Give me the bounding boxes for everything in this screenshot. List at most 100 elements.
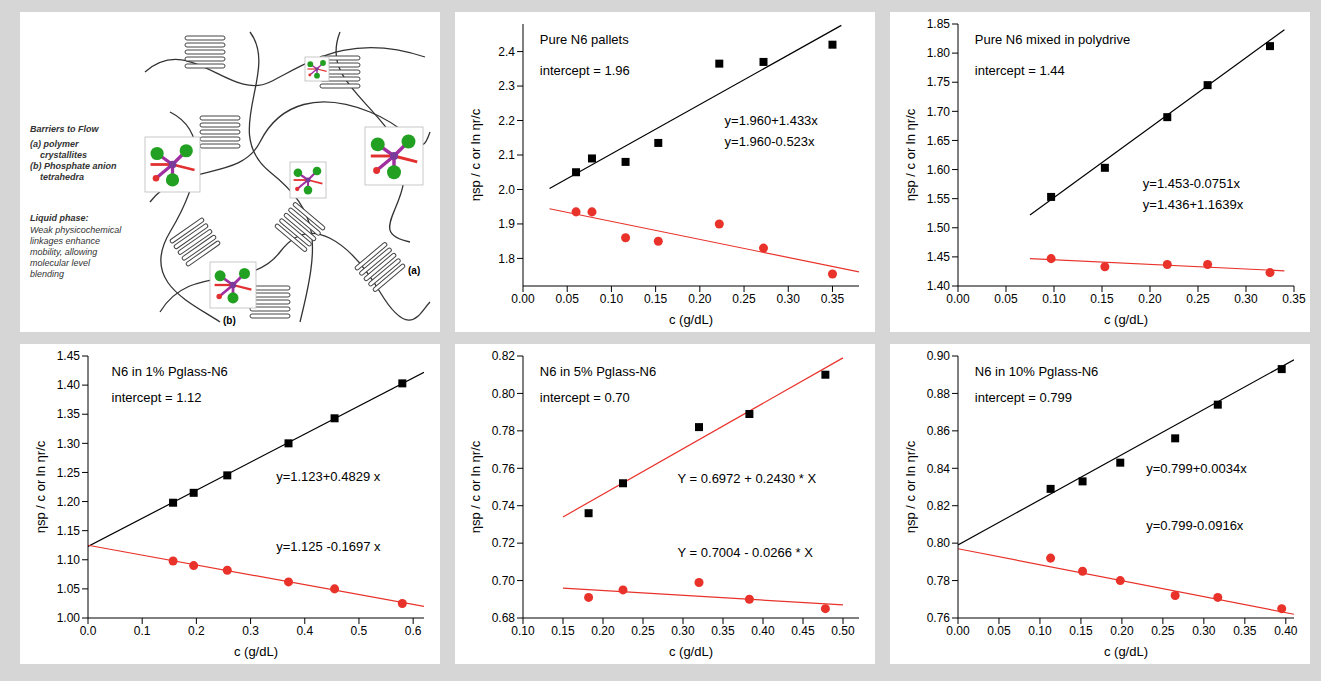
- svg-text:Barriers to Flow: Barriers to Flow: [30, 124, 100, 134]
- svg-text:crystallites: crystallites: [40, 150, 87, 160]
- svg-text:(a) polymer: (a) polymer: [30, 139, 79, 149]
- svg-text:0.1: 0.1: [134, 624, 151, 638]
- svg-text:ηsp / c or ln ηr/c: ηsp / c or ln ηr/c: [903, 108, 918, 201]
- svg-text:0.78: 0.78: [927, 574, 951, 588]
- svg-text:0.78: 0.78: [492, 424, 516, 438]
- svg-text:0.05: 0.05: [994, 292, 1018, 306]
- svg-text:1.75: 1.75: [927, 75, 951, 89]
- svg-text:1.40: 1.40: [927, 279, 951, 293]
- svg-text:0.88: 0.88: [927, 387, 951, 401]
- svg-text:0.15: 0.15: [1090, 292, 1114, 306]
- svg-text:0.76: 0.76: [492, 462, 516, 476]
- svg-text:0.30: 0.30: [777, 292, 801, 306]
- svg-text:0.10: 0.10: [1028, 624, 1052, 638]
- svg-text:1.45: 1.45: [927, 250, 951, 264]
- svg-text:ηsp / c or ln ηr/c: ηsp / c or ln ηr/c: [903, 440, 918, 533]
- svg-text:tetrahedra: tetrahedra: [40, 172, 84, 182]
- svg-text:(b) Phosphate anion: (b) Phosphate anion: [30, 161, 117, 171]
- svg-text:2.4: 2.4: [498, 45, 515, 59]
- svg-text:2.0: 2.0: [498, 183, 515, 197]
- svg-text:0.80: 0.80: [492, 387, 516, 401]
- svg-text:0.3: 0.3: [242, 624, 259, 638]
- svg-text:0.45: 0.45: [791, 624, 815, 638]
- svg-text:1.65: 1.65: [927, 134, 951, 148]
- svg-text:1.55: 1.55: [927, 192, 951, 206]
- svg-text:0.30: 0.30: [671, 624, 695, 638]
- svg-text:1.20: 1.20: [57, 495, 81, 509]
- svg-text:blending: blending: [30, 269, 64, 279]
- svg-text:0.20: 0.20: [1110, 624, 1134, 638]
- svg-text:1.30: 1.30: [57, 437, 81, 451]
- svg-text:0.35: 0.35: [711, 624, 735, 638]
- svg-text:0.86: 0.86: [927, 424, 951, 438]
- svg-text:0.74: 0.74: [492, 499, 516, 513]
- svg-text:0.70: 0.70: [492, 574, 516, 588]
- svg-text:0.0: 0.0: [80, 624, 97, 638]
- svg-text:0.82: 0.82: [927, 499, 951, 513]
- svg-text:1.70: 1.70: [927, 105, 951, 119]
- svg-text:0.15: 0.15: [551, 624, 575, 638]
- svg-text:0.40: 0.40: [1274, 624, 1298, 638]
- svg-text:0.90: 0.90: [927, 349, 951, 363]
- svg-text:0.35: 0.35: [1233, 624, 1257, 638]
- svg-text:1.10: 1.10: [57, 553, 81, 567]
- svg-text:0.76: 0.76: [927, 611, 951, 625]
- svg-text:0.40: 0.40: [751, 624, 775, 638]
- svg-text:c (g/dL): c (g/dL): [1104, 312, 1148, 327]
- svg-text:1.05: 1.05: [57, 582, 81, 596]
- svg-text:0.30: 0.30: [1192, 624, 1216, 638]
- svg-text:ηsp / c or ln ηr/c: ηsp / c or ln ηr/c: [33, 440, 48, 533]
- svg-text:1.80: 1.80: [927, 46, 951, 60]
- svg-text:1.8: 1.8: [498, 252, 515, 266]
- svg-text:0.25: 0.25: [1151, 624, 1175, 638]
- svg-text:0.84: 0.84: [927, 462, 951, 476]
- svg-text:0.35: 0.35: [821, 292, 845, 306]
- svg-text:0.68: 0.68: [492, 611, 516, 625]
- svg-text:0.00: 0.00: [946, 624, 970, 638]
- svg-text:linkages enhance: linkages enhance: [30, 236, 100, 246]
- svg-text:0.15: 0.15: [644, 292, 668, 306]
- svg-text:2.1: 2.1: [498, 148, 515, 162]
- svg-text:0.30: 0.30: [1234, 292, 1258, 306]
- svg-text:0.72: 0.72: [492, 536, 516, 550]
- svg-text:0.4: 0.4: [296, 624, 313, 638]
- svg-text:0.00: 0.00: [946, 292, 970, 306]
- svg-text:ηsp / c or ln ηr/c: ηsp / c or ln ηr/c: [468, 108, 483, 201]
- svg-text:c (g/dL): c (g/dL): [1104, 644, 1148, 659]
- svg-text:0.20: 0.20: [688, 292, 712, 306]
- svg-text:0.05: 0.05: [556, 292, 580, 306]
- svg-text:ηsp / c or ln ηr/c: ηsp / c or ln ηr/c: [468, 440, 483, 533]
- svg-text:0.35: 0.35: [1282, 292, 1306, 306]
- svg-text:1.35: 1.35: [57, 407, 81, 421]
- svg-text:0.25: 0.25: [631, 624, 655, 638]
- svg-text:1.40: 1.40: [57, 378, 81, 392]
- svg-text:1.9: 1.9: [498, 217, 515, 231]
- svg-text:c (g/dL): c (g/dL): [669, 644, 713, 659]
- svg-text:0.10: 0.10: [1042, 292, 1066, 306]
- svg-text:0.20: 0.20: [591, 624, 615, 638]
- svg-text:(b): (b): [223, 315, 236, 326]
- svg-text:1.00: 1.00: [57, 611, 81, 625]
- svg-text:2.3: 2.3: [498, 79, 515, 93]
- svg-text:1.25: 1.25: [57, 466, 81, 480]
- svg-text:mobility, allowing: mobility, allowing: [30, 247, 97, 257]
- svg-text:(a): (a): [408, 265, 420, 276]
- svg-text:c (g/dL): c (g/dL): [669, 312, 713, 327]
- svg-text:Liquid phase:: Liquid phase:: [30, 213, 89, 223]
- svg-text:1.45: 1.45: [57, 349, 81, 363]
- svg-text:c (g/dL): c (g/dL): [234, 644, 278, 659]
- svg-text:0.15: 0.15: [1069, 624, 1093, 638]
- svg-text:1.15: 1.15: [57, 524, 81, 538]
- svg-text:0.5: 0.5: [351, 624, 368, 638]
- svg-text:0.80: 0.80: [927, 536, 951, 550]
- svg-text:2.2: 2.2: [498, 114, 515, 128]
- svg-text:0.2: 0.2: [188, 624, 205, 638]
- svg-text:0.10: 0.10: [600, 292, 624, 306]
- svg-text:0.50: 0.50: [831, 624, 855, 638]
- svg-text:0.20: 0.20: [1138, 292, 1162, 306]
- svg-text:1.60: 1.60: [927, 163, 951, 177]
- svg-text:0.00: 0.00: [511, 292, 535, 306]
- svg-text:0.6: 0.6: [405, 624, 422, 638]
- svg-text:0.05: 0.05: [987, 624, 1011, 638]
- svg-text:1.85: 1.85: [927, 17, 951, 31]
